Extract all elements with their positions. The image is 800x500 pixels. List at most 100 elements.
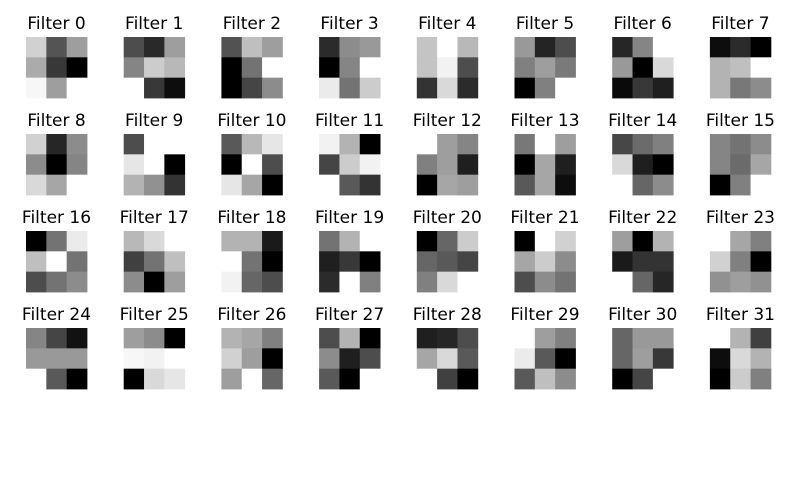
heatmap-cell — [144, 77, 165, 99]
heatmap-cell — [534, 251, 556, 273]
heatmap-cell — [164, 154, 186, 176]
heatmap-cell — [437, 37, 458, 58]
heatmap-cell — [416, 368, 438, 390]
heatmap-cell — [66, 154, 88, 176]
filter-panel: Filter 7 — [709, 14, 772, 99]
heatmap-cell — [416, 174, 438, 196]
filter-panel: Filter 18 — [217, 208, 286, 293]
heatmap-cell — [457, 154, 479, 176]
heatmap-cell — [652, 37, 674, 58]
heatmap-cell — [514, 134, 536, 155]
filter-panel: Filter 17 — [120, 208, 189, 293]
heatmap-cell — [416, 251, 438, 273]
filter-panel: Filter 14 — [608, 111, 677, 196]
heatmap-cell — [144, 37, 165, 58]
heatmap-cell — [534, 154, 556, 176]
heatmap-cell — [221, 368, 243, 390]
panel-title: Filter 2 — [223, 14, 281, 34]
heatmap-cell — [534, 271, 556, 293]
heatmap-cell — [241, 174, 263, 196]
heatmap-cell — [359, 57, 381, 79]
heatmap-cell — [339, 57, 361, 79]
heatmap-cell — [730, 368, 751, 390]
heatmap-cell — [66, 251, 88, 273]
heatmap-cell — [612, 328, 633, 349]
heatmap-cell — [514, 368, 536, 390]
heatmap-cell — [555, 271, 576, 293]
heatmap-cell — [514, 154, 536, 176]
heatmap-cell — [416, 37, 438, 58]
heatmap-cell — [46, 134, 68, 155]
heatmap-cell — [123, 57, 145, 79]
heatmap-cell — [534, 368, 556, 390]
heatmap-cell — [359, 174, 381, 196]
heatmap-cell — [457, 251, 479, 273]
heatmap-cell — [164, 134, 186, 155]
heatmap-cell — [730, 348, 751, 370]
heatmap-cell — [123, 271, 145, 293]
filter-panel: Filter 29 — [510, 305, 580, 390]
heatmap-cell — [26, 231, 47, 252]
heatmap-cell — [66, 271, 88, 293]
heatmap-cell — [750, 348, 772, 370]
panel-title: Filter 30 — [608, 305, 677, 325]
heatmap-cell — [221, 174, 243, 196]
panel-title: Filter 28 — [413, 305, 482, 325]
heatmap-cell — [241, 134, 263, 155]
heatmap-cell — [416, 154, 438, 176]
heatmap-cell — [144, 251, 165, 273]
heatmap-cell — [339, 348, 361, 370]
heatmap-cell — [241, 77, 263, 99]
heatmap-cell — [123, 368, 145, 390]
heatmap-cell — [26, 77, 47, 99]
heatmap-cell — [514, 328, 536, 349]
panel-title: Filter 9 — [125, 111, 183, 131]
heatmap-cell — [514, 37, 536, 58]
heatmap-cell — [221, 37, 243, 58]
heatmap-cell — [612, 77, 633, 99]
heatmap-cell — [66, 348, 88, 370]
filter-panel: Filter 26 — [217, 305, 286, 390]
heatmap-cell — [534, 328, 556, 349]
heatmap-cell — [144, 57, 165, 79]
heatmap-cell — [26, 134, 47, 155]
heatmap-cell — [709, 328, 731, 349]
heatmap-cell — [416, 348, 438, 370]
heatmap-cell — [26, 328, 47, 349]
panel-title: Filter 12 — [413, 111, 482, 131]
heatmap-cell — [123, 348, 145, 370]
panel-title: Filter 3 — [320, 14, 378, 34]
heatmap-cell — [241, 37, 263, 58]
heatmap-cell — [164, 174, 186, 196]
heatmap-cell — [632, 57, 654, 79]
heatmap-cell — [262, 231, 283, 252]
panel-title: Filter 25 — [120, 305, 189, 325]
panel-title: Filter 14 — [608, 111, 677, 131]
filter-panels: Filter 0 Filter 1 Filter 2 Filter 3 Filter 4… — [22, 14, 775, 390]
heatmap-cell — [457, 368, 479, 390]
heatmap-cell — [457, 328, 479, 349]
heatmap-cell — [46, 368, 68, 390]
heatmap-cell — [359, 37, 381, 58]
filter-panel: Filter 16 — [22, 208, 91, 293]
heatmap-cell — [241, 348, 263, 370]
heatmap-cell — [750, 328, 772, 349]
heatmap-cell — [339, 251, 361, 273]
heatmap-cell — [262, 271, 283, 293]
heatmap-cell — [730, 271, 751, 293]
heatmap-cell — [750, 231, 772, 252]
heatmap-cell — [437, 77, 458, 99]
heatmap-cell — [241, 368, 263, 390]
heatmap-cell — [514, 57, 536, 79]
heatmap-cell — [123, 37, 145, 58]
heatmap-cell — [612, 348, 633, 370]
panel-title: Filter 13 — [510, 111, 579, 131]
heatmap-cell — [123, 77, 145, 99]
heatmap-cell — [164, 328, 186, 349]
heatmap-cell — [319, 134, 340, 155]
heatmap-cell — [457, 231, 479, 252]
heatmap-cell — [632, 134, 654, 155]
filter-panel: Filter 13 — [510, 111, 580, 196]
heatmap-cell — [144, 134, 165, 155]
heatmap-cell — [555, 37, 576, 58]
